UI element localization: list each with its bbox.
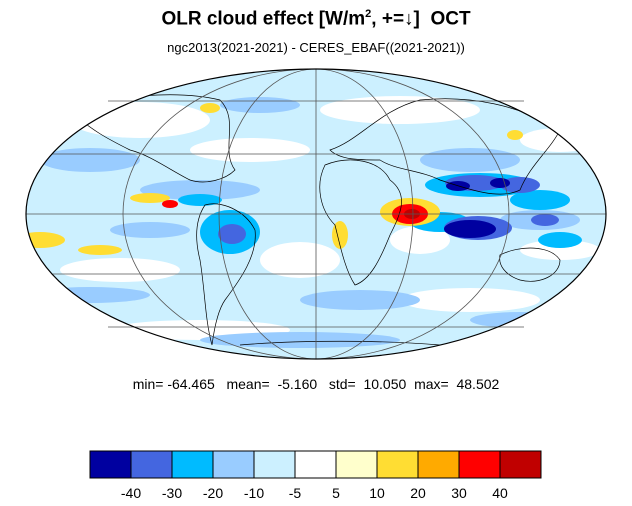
colorbar-box — [417, 450, 460, 479]
colorbar-label: 40 — [492, 485, 508, 501]
colorbar-box — [89, 450, 132, 479]
colorbar-box — [253, 450, 296, 479]
stat-std: 10.050 — [363, 376, 407, 392]
colorbar-label: 5 — [332, 485, 340, 501]
colorbar-box — [335, 450, 378, 479]
title-text: OLR cloud effect [W/m — [161, 8, 366, 30]
colorbar-label: 10 — [369, 485, 385, 501]
colorbar-label: 20 — [410, 485, 426, 501]
map-border — [25, 68, 607, 360]
dark-blue-regions — [444, 178, 510, 238]
colorbar-box — [130, 450, 173, 479]
colorbar-box — [499, 450, 542, 479]
colorbar-box — [212, 450, 255, 479]
title-sign: , +=↓] — [371, 8, 420, 30]
plot-title: OLR cloud effect [W/m2, +=↓] OCT — [0, 8, 632, 30]
colorbar-label: -30 — [162, 485, 182, 501]
stats-line: min= -64.465 mean= -5.160 std= 10.050 ma… — [132, 376, 500, 392]
colorbar-label: -10 — [244, 485, 264, 501]
colorbar-box — [458, 450, 501, 479]
title-month: OCT — [430, 8, 471, 30]
colorbar-box — [294, 450, 337, 479]
colorbar-label: -20 — [203, 485, 223, 501]
colorbar-box — [171, 450, 214, 479]
stat-min: -64.465 — [167, 376, 215, 392]
title-superscript: 2 — [365, 8, 372, 20]
colorbar-label: -40 — [121, 485, 141, 501]
stat-mean: -5.160 — [277, 376, 318, 392]
colorbar-label: -5 — [289, 485, 302, 501]
coastlines — [69, 94, 561, 346]
colorbar-label: 30 — [451, 485, 467, 501]
plot-subtitle: ngc2013(2021-2021) - CERES_EBAF((2021-20… — [167, 40, 465, 55]
world-map — [25, 68, 607, 360]
stat-max: 48.502 — [456, 376, 500, 392]
colorbar-box — [376, 450, 419, 479]
